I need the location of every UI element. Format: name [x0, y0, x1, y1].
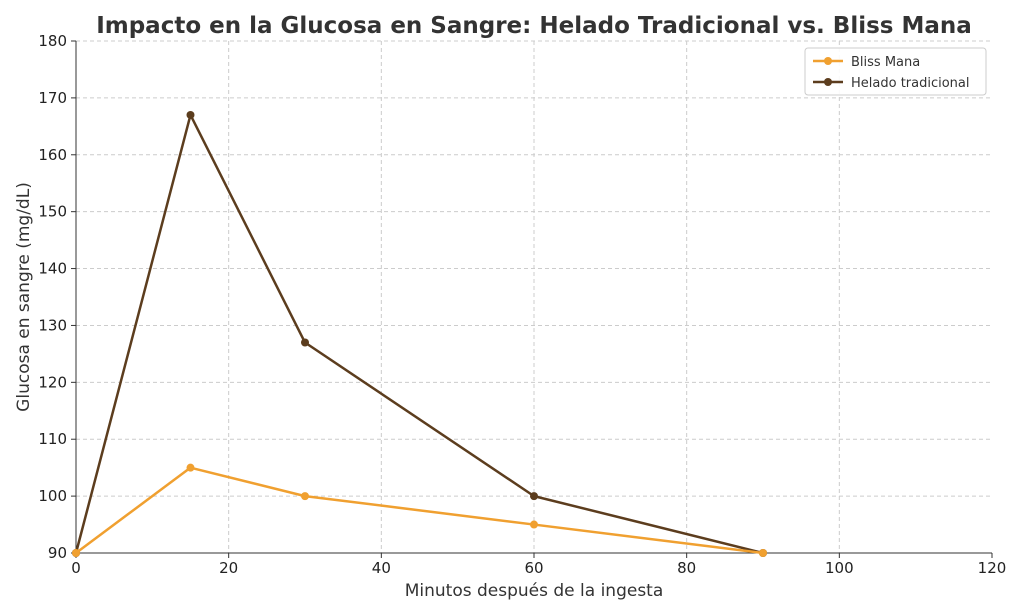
- x-tick-label: 40: [372, 559, 391, 577]
- axes: [71, 40, 993, 558]
- y-tick-label: 120: [38, 373, 67, 391]
- y-tick-label: 170: [38, 89, 67, 107]
- data-point-helado-tradicional: [530, 492, 538, 501]
- tick-labels: 0 20 40 60 80 100 120 90 100 110 120 130 140 150 160 17…: [38, 32, 1006, 577]
- series: [72, 110, 767, 557]
- legend-box: [804, 47, 987, 96]
- x-tick-label: 20: [219, 559, 238, 577]
- y-tick-label: 140: [38, 260, 67, 278]
- series-line-helado-tradicional: [74, 113, 764, 555]
- data-point-bliss-mana: [72, 549, 80, 557]
- x-tick-label: 120: [978, 559, 1007, 577]
- y-tick-label: 160: [38, 146, 67, 164]
- series-line-bliss-mana: [75, 466, 764, 555]
- series-bliss-mana: [72, 463, 767, 557]
- x-tick-label: 100: [825, 559, 854, 577]
- legend: Bliss Mana Helado tradicional: [804, 47, 987, 96]
- data-point-bliss-mana: [301, 492, 309, 501]
- legend-marker-helado-tradicional: [824, 78, 832, 86]
- data-point-bliss-mana: [186, 463, 195, 472]
- y-tick-label: 130: [38, 316, 67, 334]
- data-point-bliss-mana: [759, 549, 767, 557]
- y-tick-label: 150: [38, 203, 67, 221]
- data-point-helado-tradicional: [301, 338, 309, 347]
- data-point-bliss-mana: [530, 520, 538, 529]
- x-axis-label: Minutos después de la ingesta: [405, 581, 664, 601]
- y-tick-label: 110: [38, 430, 67, 448]
- y-axis-label: Glucosa en sangre (mg/dL): [14, 182, 34, 412]
- grid: [76, 40, 992, 553]
- x-tick-label: 60: [524, 559, 543, 577]
- chart-title: Impacto en la Glucosa en Sangre: Helado …: [96, 13, 972, 39]
- x-tick-label: 0: [71, 559, 81, 577]
- y-tick-label: 100: [38, 487, 67, 505]
- legend-label-bliss-mana: Bliss Mana: [851, 55, 920, 70]
- x-tick-label: 80: [677, 559, 696, 577]
- legend-marker-bliss-mana: [824, 57, 832, 65]
- data-point-helado-tradicional: [186, 110, 195, 119]
- y-tick-label: 180: [38, 32, 67, 50]
- legend-label-helado-tradicional: Helado tradicional: [851, 76, 970, 91]
- y-tick-label: 90: [48, 544, 67, 562]
- series-helado-tradicional: [72, 110, 767, 557]
